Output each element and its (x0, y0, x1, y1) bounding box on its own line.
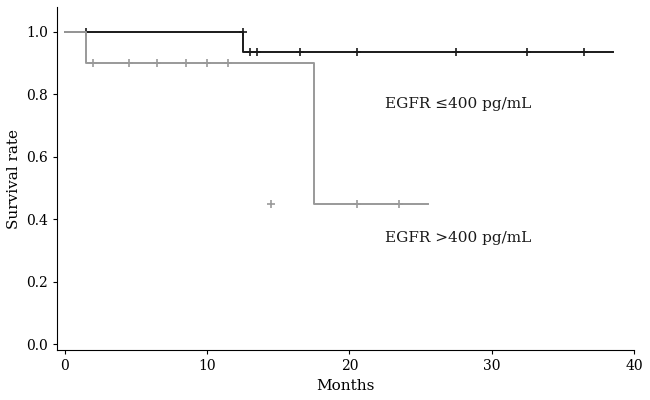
Text: EGFR ≤400 pg/mL: EGFR ≤400 pg/mL (385, 97, 531, 111)
Text: EGFR >400 pg/mL: EGFR >400 pg/mL (385, 231, 531, 245)
X-axis label: Months: Months (317, 379, 375, 393)
Y-axis label: Survival rate: Survival rate (7, 129, 21, 229)
